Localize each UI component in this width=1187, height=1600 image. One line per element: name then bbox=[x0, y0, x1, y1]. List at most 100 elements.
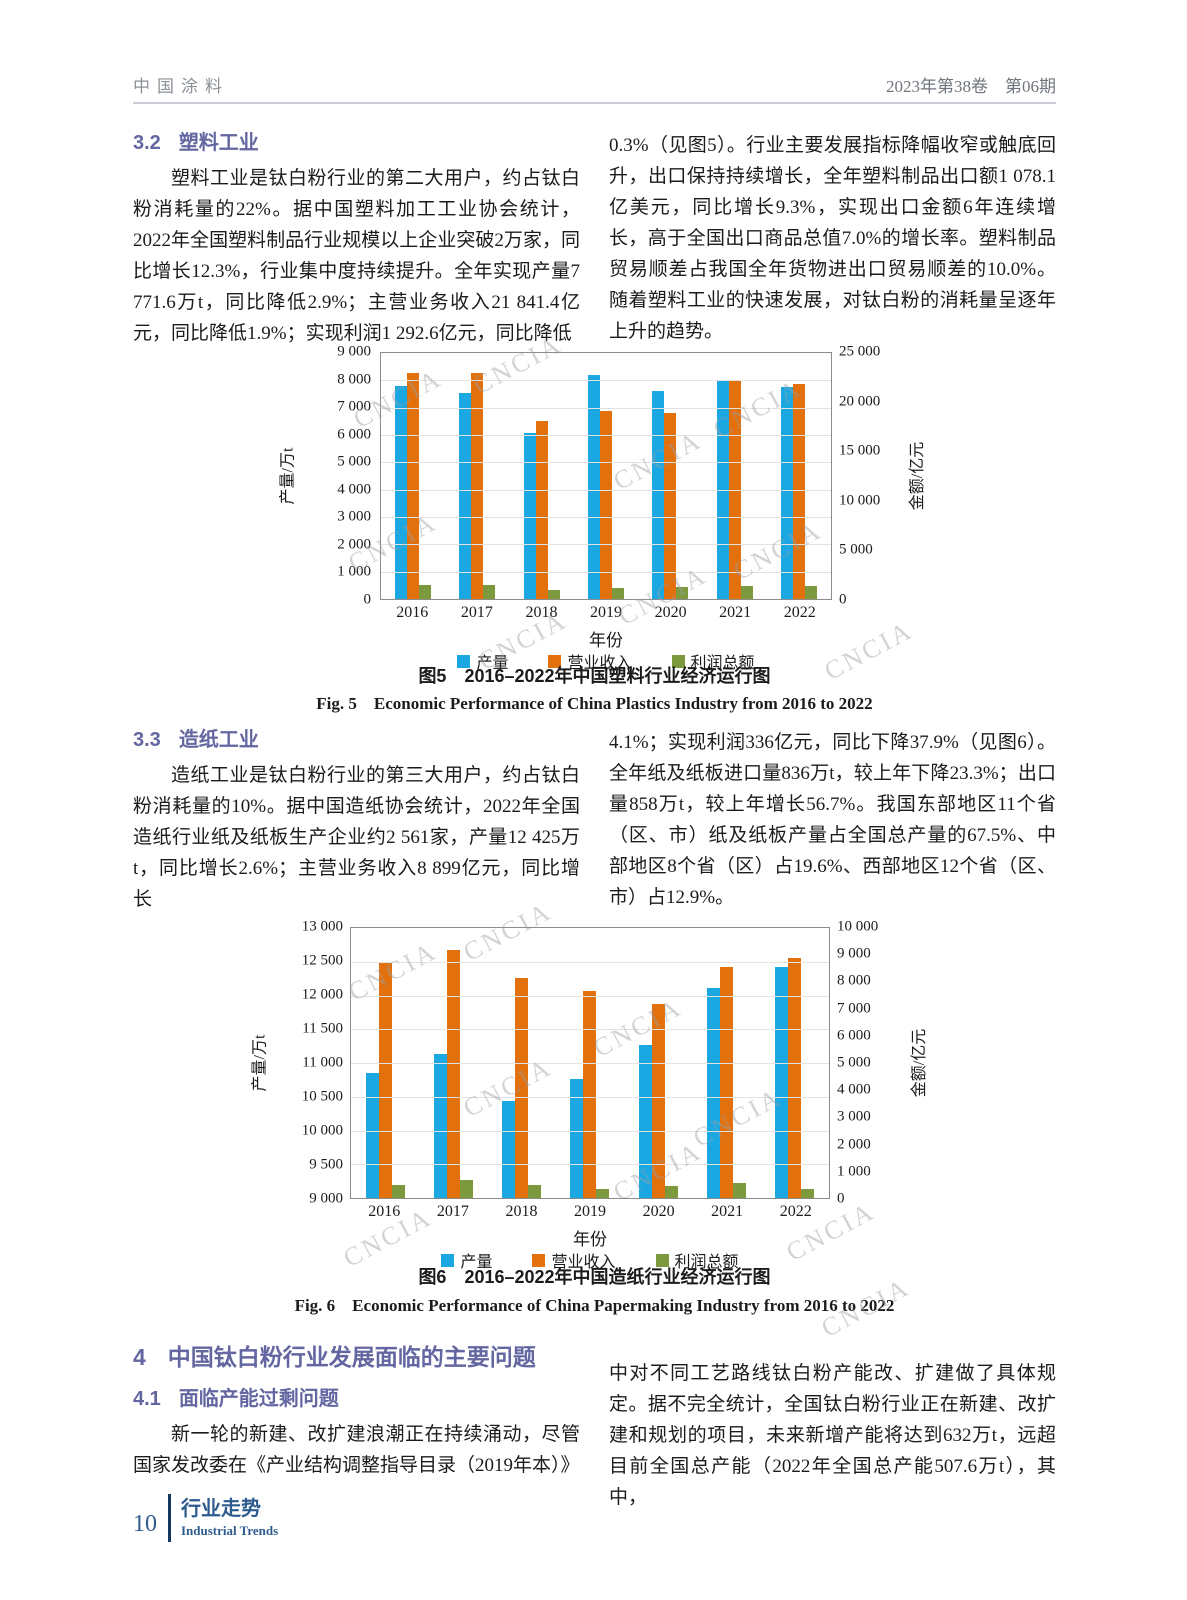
left-tick-label: 9 500 bbox=[309, 1156, 343, 1173]
bar-group-2016 bbox=[351, 928, 419, 1198]
x-tick-label: 2016 bbox=[368, 1203, 401, 1220]
bar-利润总额-2016 bbox=[391, 1185, 405, 1198]
gridline bbox=[381, 407, 831, 409]
body-paragraph: 中对不同工艺路线钛白粉产能改、扩建做了具体规定。据不完全统计，全国钛白粉行业正在… bbox=[609, 1363, 1056, 1508]
x-tick-label: 2016 bbox=[396, 604, 429, 621]
section-number: 4 bbox=[133, 1344, 146, 1370]
y-axis-ticks-right: 10 000 9 000 8 000 7 000 6 000 5 000 4 000 3 00… bbox=[837, 919, 907, 1207]
right-tick-label: 5 000 bbox=[837, 1054, 871, 1071]
bar-营业收入-2022 bbox=[788, 957, 802, 1198]
legend-label: 利润总额 bbox=[674, 1254, 739, 1271]
bar-产量-2016 bbox=[365, 1073, 379, 1198]
chart-legend: 产量 营业收入 利润总额 bbox=[330, 649, 882, 673]
section-title: 造纸工业 bbox=[178, 729, 259, 751]
legend-item-产量: 产量 bbox=[441, 1248, 492, 1272]
left-tick-label: 12 000 bbox=[301, 986, 343, 1003]
section-title: 面临产能过剩问题 bbox=[178, 1388, 339, 1410]
bar-营业收入-2017 bbox=[471, 373, 484, 599]
bar-利润总额-2020 bbox=[664, 1185, 678, 1198]
page-number: 10 bbox=[133, 1510, 157, 1537]
footer-divider bbox=[168, 1494, 171, 1542]
bar-group-2022 bbox=[761, 928, 829, 1198]
body-paragraph: 新一轮的新建、改扩建浪潮正在持续涌动，尽管国家发改委在《产业结构调整指导目录（2… bbox=[133, 1424, 580, 1476]
legend-item-利润总额: 利润总额 bbox=[655, 1248, 739, 1272]
right-tick-label: 1 000 bbox=[837, 1163, 871, 1180]
chart-legend: 产量 营业收入 利润总额 bbox=[300, 1248, 880, 1272]
x-tick-label: 2021 bbox=[719, 604, 752, 621]
left-tick-label: 11 000 bbox=[302, 1054, 343, 1071]
footer-section: 行业走势 Industrial Trends bbox=[181, 1497, 278, 1539]
left-tick-label: 2 000 bbox=[337, 536, 371, 553]
plot-area bbox=[380, 352, 832, 600]
footer-section-cn: 行业走势 bbox=[181, 1498, 261, 1520]
figure-caption-cn: 图6 2016–2022年中国造纸行业经济运行图 bbox=[418, 1267, 771, 1287]
gridline bbox=[381, 571, 831, 573]
right-tick-label: 0 bbox=[837, 1190, 845, 1207]
section-3-2-heading: 3.2 塑料工业 bbox=[133, 130, 580, 156]
bar-series bbox=[381, 353, 831, 599]
bar-营业收入-2021 bbox=[720, 967, 734, 1198]
figure5-chart: 产量/万t 9 000 8 000 7 000 6 000 5 000 4 000 3 00… bbox=[133, 329, 1056, 713]
left-tick-label: 8 000 bbox=[337, 371, 371, 388]
x-tick-label: 2018 bbox=[525, 604, 558, 621]
bar-利润总额-2022 bbox=[801, 1188, 815, 1198]
gridline bbox=[381, 544, 831, 546]
x-axis-labels: 2016 2017 2018 2019 2020 2021 2022 bbox=[380, 604, 832, 622]
gridline bbox=[381, 489, 831, 491]
gridline bbox=[351, 1063, 829, 1064]
bar-产量-2022 bbox=[775, 966, 789, 1198]
bar-利润总额-2019 bbox=[596, 1188, 610, 1198]
page-footer: 10 行业走势 Industrial Trends bbox=[133, 1494, 278, 1542]
bar-营业收入-2020 bbox=[651, 1003, 665, 1198]
right-tick-label: 6 000 bbox=[837, 1027, 871, 1044]
legend-label: 产量 bbox=[476, 655, 509, 672]
bar-group-2018 bbox=[510, 353, 574, 599]
figure-caption-en: Fig. 5 Economic Performance of China Pla… bbox=[316, 694, 873, 713]
left-tick-label: 12 500 bbox=[301, 952, 343, 969]
figure-caption-en: Fig. 6 Economic Performance of China Pap… bbox=[294, 1296, 895, 1315]
bar-产量-2019 bbox=[570, 1078, 584, 1198]
legend-swatch bbox=[457, 654, 471, 668]
legend-swatch bbox=[671, 654, 685, 668]
section-title: 塑料工业 bbox=[178, 132, 259, 154]
bar-营业收入-2019 bbox=[599, 411, 612, 599]
gridline bbox=[351, 995, 829, 997]
left-tick-label: 5 000 bbox=[337, 453, 371, 470]
y-axis-ticks-left: 9 000 8 000 7 000 6 000 5 000 4 000 3 000 2 000… bbox=[301, 344, 371, 608]
right-tick-label: 9 000 bbox=[837, 945, 871, 962]
bar-group-2020 bbox=[624, 928, 692, 1198]
bar-营业收入-2018 bbox=[535, 420, 548, 599]
bar-利润总额-2019 bbox=[611, 588, 624, 599]
x-tick-label: 2019 bbox=[574, 1203, 607, 1220]
footer-section-en: Industrial Trends bbox=[181, 1523, 279, 1538]
section-3-3: 3.3 造纸工业 造纸工业是钛白粉行业的第三大用户，约占钛白粉消耗量的10%。据中… bbox=[133, 727, 1056, 915]
plot-area bbox=[350, 927, 830, 1199]
x-tick-label: 2022 bbox=[779, 1203, 812, 1220]
x-tick-label: 2020 bbox=[642, 1203, 675, 1220]
page-header: 中国涂料 2023年第38卷 第06期 bbox=[133, 72, 1056, 104]
gridline bbox=[381, 435, 831, 436]
legend-label: 利润总额 bbox=[690, 655, 755, 672]
x-tick-label: 2020 bbox=[654, 604, 687, 621]
x-tick-label: 2022 bbox=[783, 604, 816, 621]
section-3-3-heading: 3.3 造纸工业 bbox=[133, 727, 580, 753]
legend-swatch bbox=[441, 1253, 455, 1267]
issue-info: 2023年第38卷 第06期 bbox=[886, 77, 1056, 96]
bar-营业收入-2020 bbox=[664, 413, 677, 599]
bar-利润总额-2018 bbox=[547, 590, 560, 599]
right-tick-label: 10 000 bbox=[837, 918, 879, 935]
right-tick-label: 0 bbox=[839, 591, 847, 608]
bar-产量-2022 bbox=[780, 386, 793, 599]
bar-营业收入-2018 bbox=[515, 978, 529, 1198]
y-axis-ticks-left: 13 000 12 500 12 000 11 500 11 000 10 500 10 0… bbox=[273, 919, 343, 1207]
bar-利润总额-2021 bbox=[740, 585, 753, 599]
gridline bbox=[351, 1130, 829, 1132]
gridline bbox=[351, 1164, 829, 1166]
section-4-1-heading: 4.1 面临产能过剩问题 bbox=[133, 1386, 580, 1412]
bar-产量-2020 bbox=[652, 391, 665, 599]
column-right: 中对不同工艺路线钛白粉产能改、扩建做了具体规定。据不完全统计，全国钛白粉行业正在… bbox=[609, 1342, 1056, 1513]
left-tick-label: 13 000 bbox=[301, 918, 343, 935]
figure-caption-cn: 图5 2016–2022年中国塑料行业经济运行图 bbox=[418, 666, 771, 686]
legend-label: 营业收入 bbox=[551, 1254, 616, 1271]
bar-产量-2021 bbox=[716, 379, 729, 599]
